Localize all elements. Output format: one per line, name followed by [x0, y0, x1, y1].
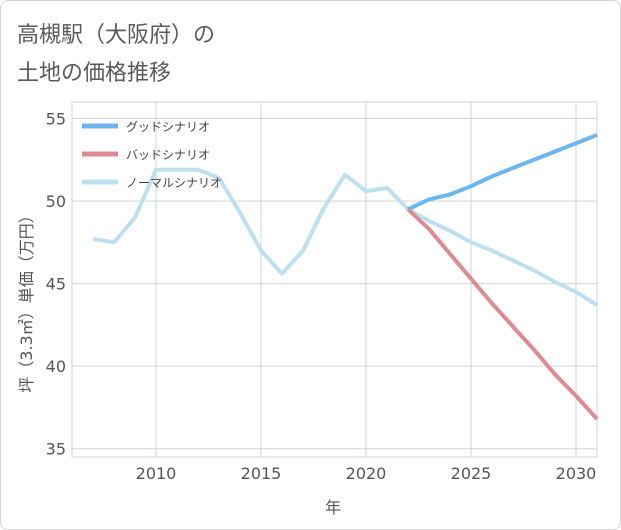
x-tick-label: 2025 [451, 464, 492, 483]
x-axis-label: 年 [325, 498, 341, 517]
x-tick-label: 2030 [556, 464, 597, 483]
series-line-0 [407, 133, 598, 212]
chart-title-line-2: 土地の価格推移 [17, 61, 172, 86]
y-tick-labels: 35 40 45 50 55 [46, 110, 66, 459]
series-line-2 [92, 167, 599, 307]
y-tick-label: 50 [46, 192, 66, 211]
legend-label: バッドシナリオ [126, 148, 210, 162]
series-line-1 [406, 207, 599, 421]
plot-area [71, 101, 598, 458]
y-tick-label: 55 [46, 110, 66, 129]
x-tick-label: 2015 [241, 464, 282, 483]
legend-label: ノーマルシナリオ [126, 176, 222, 190]
legend-label: グッドシナリオ [126, 120, 210, 134]
x-tick-labels: 2010 2015 2020 2025 2030 [136, 464, 597, 483]
y-tick-label: 45 [46, 275, 66, 294]
x-tick-label: 2020 [346, 464, 387, 483]
y-axis-label: 坪（3.3㎡）単価（万円） [17, 207, 36, 392]
series-layer [92, 133, 599, 421]
chart-title-line-1: 高槻駅（大阪府）の [17, 23, 216, 48]
y-tick-label: 40 [46, 357, 66, 376]
y-tick-label: 35 [46, 440, 66, 459]
x-tick-label: 2010 [136, 464, 177, 483]
